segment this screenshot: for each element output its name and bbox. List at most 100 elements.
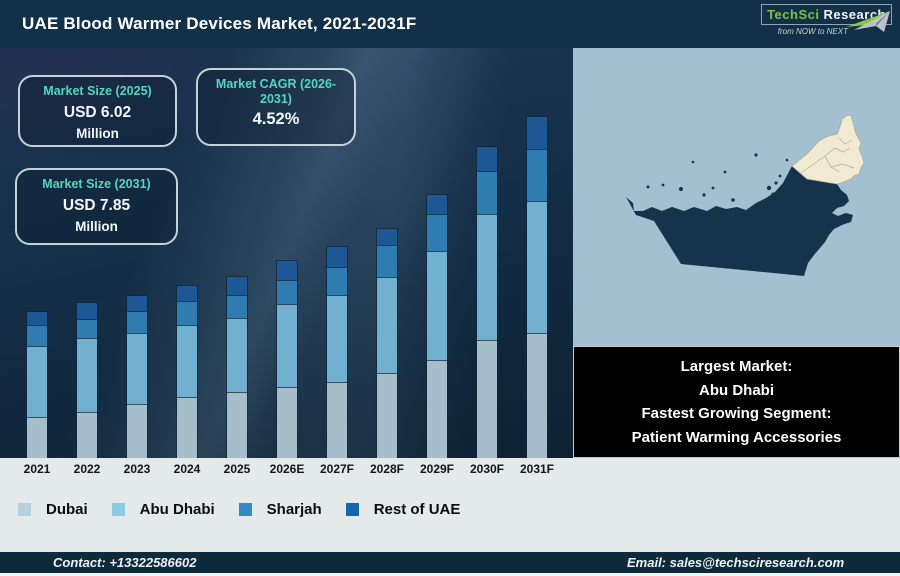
x-tick-2029F: 2029F [419, 462, 455, 476]
legend-item-rest-of-uae: Rest of UAE [345, 501, 461, 518]
segment-rest-of-uae [77, 303, 97, 319]
legend-label: Dubai [46, 501, 88, 518]
segment-sharjah [177, 301, 197, 325]
segment-dubai [127, 404, 147, 458]
bar-2029F [412, 194, 462, 458]
segment-abu-dhabi [427, 251, 447, 360]
bar-2025 [212, 276, 262, 458]
segment-rest-of-uae [277, 261, 297, 280]
segment-sharjah [377, 245, 397, 277]
bar-2022 [62, 302, 112, 458]
bar-2027F [312, 246, 362, 458]
segment-rest-of-uae [27, 312, 47, 325]
segment-rest-of-uae [227, 277, 247, 295]
footer: Contact: +13322586602 Email: sales@techs… [0, 552, 900, 576]
card-value: USD 6.02 [63, 104, 132, 121]
segment-rest-of-uae [527, 117, 547, 149]
bottom-strip: 2021 2022 2023 2024 2025 2026E 2027F 2028F 2029F… [0, 458, 900, 552]
segment-sharjah [327, 267, 347, 295]
logo-tagline: from NOW to NEXT [777, 27, 848, 36]
uae-map-islands [646, 153, 789, 202]
segment-sharjah [27, 325, 47, 346]
segment-dubai [77, 412, 97, 458]
bar-2024 [162, 285, 212, 458]
logo-techsci-text: TechSci [767, 7, 820, 22]
logo-research-text: Research [823, 7, 886, 22]
x-axis-labels: 2021 2022 2023 2024 2025 2026E 2027F 2028F 2029F… [0, 458, 900, 476]
segment-sharjah [527, 149, 547, 201]
segment-abu-dhabi [277, 304, 297, 387]
x-tick-2026E: 2026E [269, 462, 305, 476]
card-title: Market Size (2031) [42, 177, 151, 191]
segment-abu-dhabi [377, 277, 397, 373]
bar-2030F [462, 146, 512, 458]
legend-swatch [345, 503, 359, 516]
legend-swatch [18, 503, 31, 516]
chart-panel: Market Size (2025) USD 6.02 Million Mark… [0, 48, 573, 458]
segment-dubai [277, 387, 297, 458]
highlight-box: Largest Market: Abu Dhabi Fastest Growin… [573, 346, 900, 458]
segment-abu-dhabi [477, 214, 497, 340]
segment-dubai [227, 392, 247, 458]
x-tick-2024: 2024 [173, 462, 201, 476]
uae-map-panel [573, 48, 900, 346]
segment-abu-dhabi [177, 325, 197, 397]
header: UAE Blood Warmer Devices Market, 2021-20… [0, 0, 900, 48]
card-value: USD 7.85 [62, 197, 131, 214]
legend-item-dubai: Dubai [18, 501, 88, 518]
x-tick-2030F: 2030F [469, 462, 505, 476]
x-tick-2027F: 2027F [319, 462, 355, 476]
segment-rest-of-uae [177, 286, 197, 301]
x-tick-2023: 2023 [123, 462, 151, 476]
market-size-2031-card: Market Size (2031) USD 7.85 Million [15, 168, 178, 245]
segment-abu-dhabi [27, 346, 47, 417]
segment-sharjah [427, 214, 447, 251]
segment-sharjah [227, 295, 247, 318]
legend-swatch [238, 503, 252, 516]
fastest-segment-label: Fastest Growing Segment: [641, 405, 832, 422]
bar-2026E [262, 260, 312, 458]
uae-map-emirate-borders [800, 137, 855, 174]
segment-dubai [27, 417, 47, 458]
brand-logo: TechSci Research from NOW to NEXT [702, 4, 892, 46]
market-size-2025-card: Market Size (2025) USD 6.02 Million [18, 75, 177, 147]
largest-market-label: Largest Market: [680, 358, 793, 375]
segment-abu-dhabi [77, 338, 97, 412]
segment-rest-of-uae [127, 296, 147, 311]
contact-email: Email: sales@techsciresearch.com [627, 555, 845, 570]
segment-dubai [427, 360, 447, 458]
segment-rest-of-uae [327, 247, 347, 267]
segment-rest-of-uae [477, 147, 497, 171]
uae-map-northern-emirates-region [791, 114, 865, 185]
uae-map [626, 114, 865, 276]
fastest-segment-value: Patient Warming Accessories [631, 428, 842, 446]
legend-label: Rest of UAE [373, 501, 461, 518]
market-cagr-card: Market CAGR (2026-2031) 4.52% [196, 68, 356, 146]
uae-map-abu-dhabi-region [626, 166, 853, 276]
segment-dubai [177, 397, 197, 458]
segment-abu-dhabi [227, 318, 247, 392]
legend-item-sharjah: Sharjah [238, 501, 322, 518]
legend-label: Abu Dhabi [139, 501, 215, 518]
bar-2028F [362, 228, 412, 458]
segment-abu-dhabi [527, 201, 547, 333]
segment-sharjah [277, 280, 297, 304]
x-tick-2025: 2025 [223, 462, 251, 476]
card-unit: Million [76, 126, 119, 141]
card-title: Market CAGR (2026-2031) [215, 77, 337, 106]
x-tick-2021: 2021 [23, 462, 51, 476]
x-tick-2031F: 2031F [519, 462, 555, 476]
segment-dubai [327, 382, 347, 458]
segment-sharjah [477, 171, 497, 214]
segment-dubai [477, 340, 497, 458]
segment-abu-dhabi [127, 333, 147, 404]
bar-2031F [512, 116, 562, 458]
segment-rest-of-uae [427, 195, 447, 214]
bar-2023 [112, 295, 162, 458]
bar-2021 [12, 311, 62, 458]
largest-market-value: Abu Dhabi [699, 381, 774, 399]
segment-dubai [527, 333, 547, 458]
segment-sharjah [127, 311, 147, 333]
legend-item-abu-dhabi: Abu Dhabi [111, 501, 215, 518]
